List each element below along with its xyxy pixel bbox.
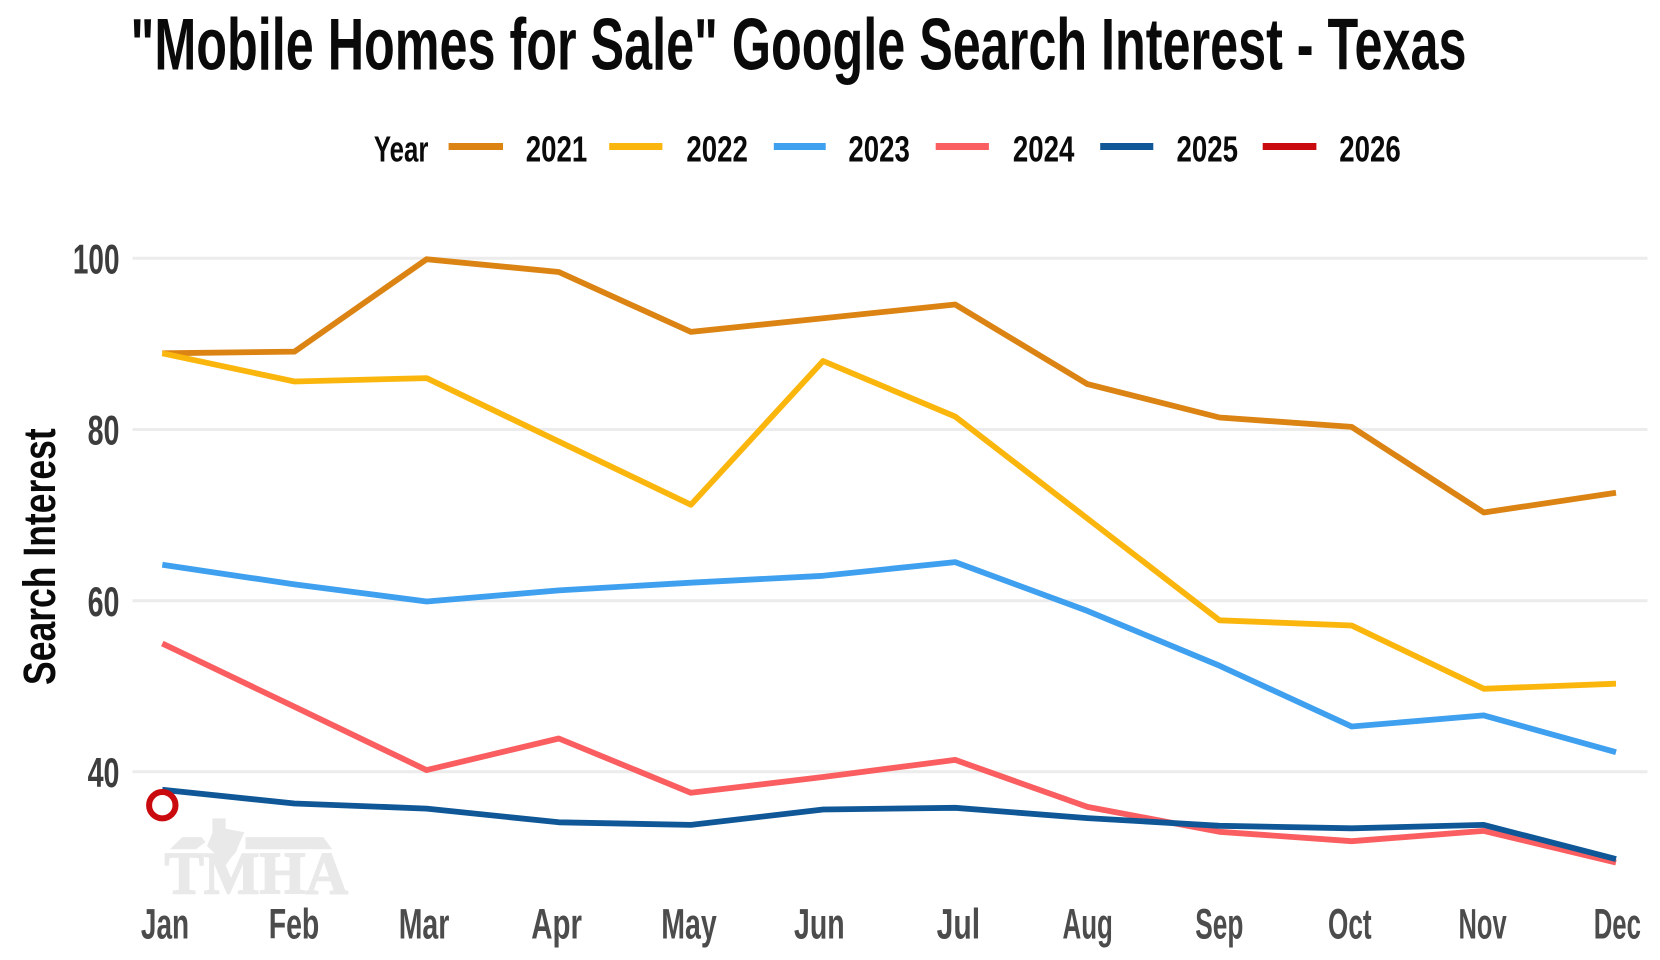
svg-text:2025: 2025 xyxy=(1177,129,1239,170)
svg-text:Oct: Oct xyxy=(1328,900,1372,948)
svg-text:Feb: Feb xyxy=(269,900,320,948)
svg-text:100: 100 xyxy=(73,235,120,282)
svg-text:Mar: Mar xyxy=(399,900,450,948)
svg-text:Aug: Aug xyxy=(1063,900,1113,948)
svg-text:Search Interest: Search Interest xyxy=(14,428,65,685)
svg-text:2023: 2023 xyxy=(848,129,910,170)
svg-text:"Mobile Homes for Sale" Google: "Mobile Homes for Sale" Google Search In… xyxy=(131,5,1467,86)
svg-text:May: May xyxy=(661,900,717,948)
svg-text:2024: 2024 xyxy=(1013,129,1075,170)
svg-text:60: 60 xyxy=(88,578,120,625)
svg-text:Sep: Sep xyxy=(1195,900,1243,948)
svg-text:Jun: Jun xyxy=(794,900,845,948)
svg-text:Jan: Jan xyxy=(141,900,189,948)
svg-text:Year: Year xyxy=(374,129,429,170)
svg-text:2026: 2026 xyxy=(1339,129,1401,170)
svg-text:Dec: Dec xyxy=(1594,900,1641,948)
svg-text:40: 40 xyxy=(88,749,120,796)
svg-text:Apr: Apr xyxy=(531,900,582,948)
svg-text:2021: 2021 xyxy=(526,129,588,170)
svg-text:TMHA: TMHA xyxy=(165,841,349,907)
svg-text:Nov: Nov xyxy=(1459,900,1507,948)
svg-text:2022: 2022 xyxy=(686,129,748,170)
svg-text:Jul: Jul xyxy=(937,900,981,948)
svg-text:80: 80 xyxy=(88,407,120,454)
